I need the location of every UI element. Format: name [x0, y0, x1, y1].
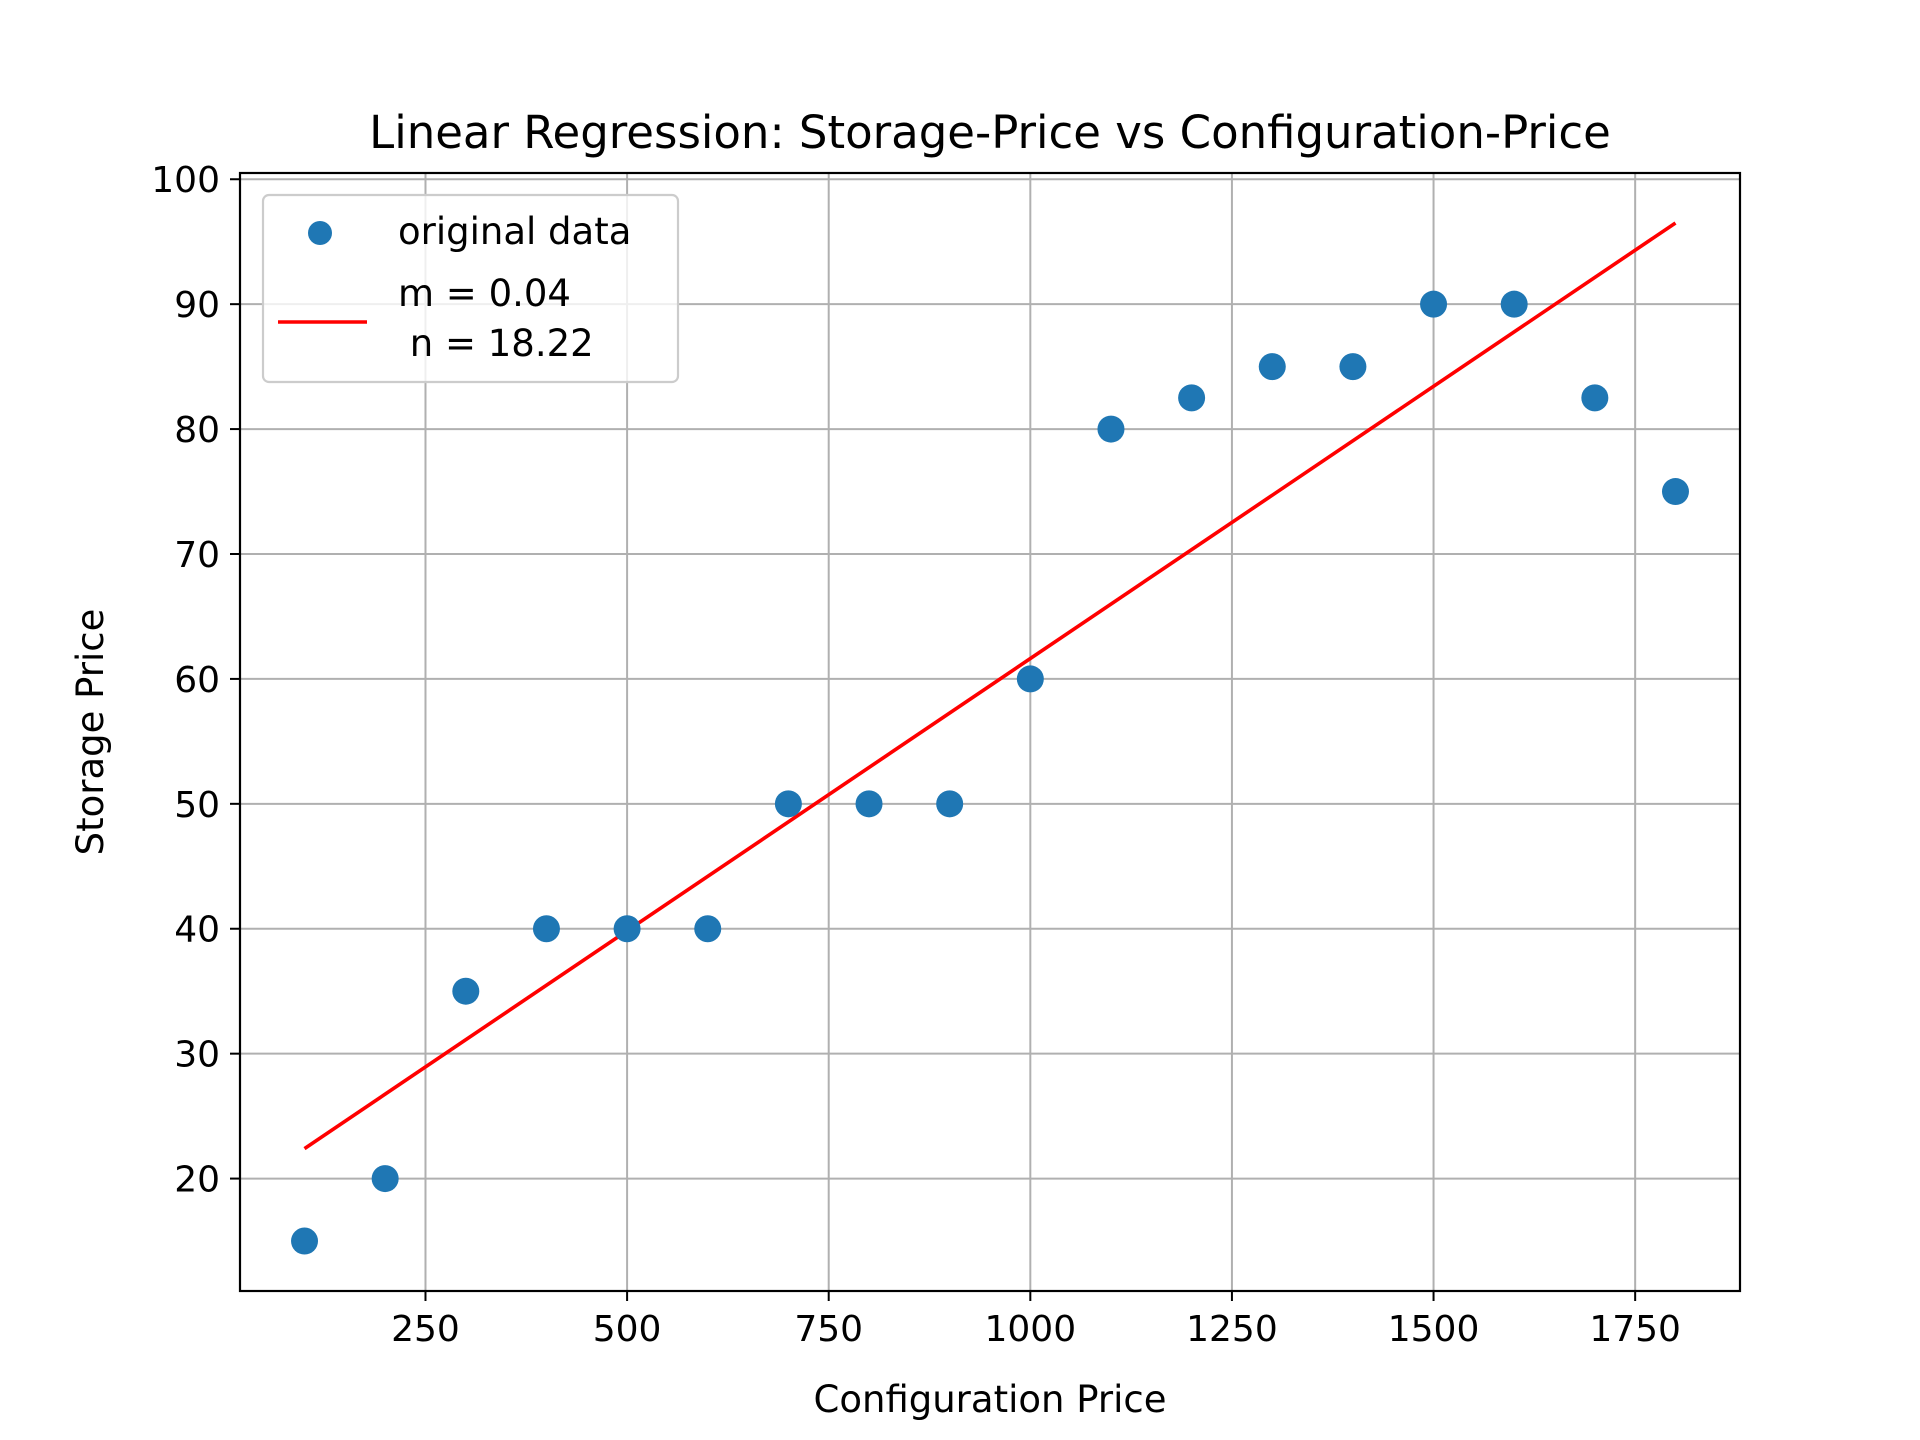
- data-point: [1581, 384, 1609, 412]
- data-point: [1097, 415, 1125, 443]
- x-tick-label: 250: [391, 1309, 460, 1350]
- data-point: [1258, 353, 1286, 381]
- data-point: [1500, 290, 1528, 318]
- plot-frame: [238, 171, 1742, 1293]
- y-tick-label: 70: [174, 535, 220, 576]
- x-tick-label: 1500: [1388, 1309, 1480, 1350]
- data-point: [936, 790, 964, 818]
- data-point: [452, 977, 480, 1005]
- legend-line-label-1: m = 0.04: [398, 272, 571, 315]
- data-point: [1016, 665, 1044, 693]
- legend-box: [261, 193, 680, 384]
- data-point: [1178, 384, 1206, 412]
- y-axis-ticks: 20 30 40 50 60 70 80 90 100: [151, 160, 240, 1201]
- data-point: [613, 915, 641, 943]
- data-point: [291, 1227, 319, 1255]
- data-point: [855, 790, 883, 818]
- x-axis-label: Configuration Price: [814, 1378, 1167, 1421]
- y-tick-label: 20: [174, 1160, 220, 1201]
- data-point: [532, 915, 560, 943]
- y-tick-label: 60: [174, 660, 220, 701]
- legend-scatter-marker: [308, 221, 332, 245]
- data-point: [1661, 478, 1689, 506]
- legend-line-label-2: n = 18.22: [398, 322, 594, 365]
- x-tick-label: 500: [593, 1309, 662, 1350]
- scatter-points-group: [291, 290, 1689, 1255]
- y-axis-label: Storage Price: [69, 609, 112, 856]
- y-tick-label: 50: [174, 785, 220, 826]
- x-tick-label: 750: [794, 1309, 863, 1350]
- y-tick-label: 90: [174, 285, 220, 326]
- data-point: [774, 790, 802, 818]
- legend: original data m = 0.04 n = 18.22: [261, 193, 680, 384]
- y-tick-label: 30: [174, 1035, 220, 1076]
- y-tick-label: 40: [174, 910, 220, 951]
- regression-line-group: [303, 221, 1677, 1151]
- x-tick-label: 1000: [985, 1309, 1077, 1350]
- y-tick-label: 80: [174, 410, 220, 451]
- legend-scatter-label: original data: [398, 210, 631, 253]
- regression-line: [303, 221, 1677, 1151]
- y-tick-label: 100: [151, 160, 220, 201]
- data-point: [694, 915, 722, 943]
- data-point: [1339, 353, 1367, 381]
- x-tick-label: 1250: [1186, 1309, 1278, 1350]
- chart-title: Linear Regression: Storage-Price vs Conf…: [369, 106, 1611, 159]
- grid-lines: [240, 173, 1740, 1291]
- data-point: [1420, 290, 1448, 318]
- x-tick-label: 1750: [1589, 1309, 1681, 1350]
- x-axis-ticks: 250 500 750 1000 1250 1500 1750: [391, 1291, 1681, 1350]
- data-point: [371, 1165, 399, 1193]
